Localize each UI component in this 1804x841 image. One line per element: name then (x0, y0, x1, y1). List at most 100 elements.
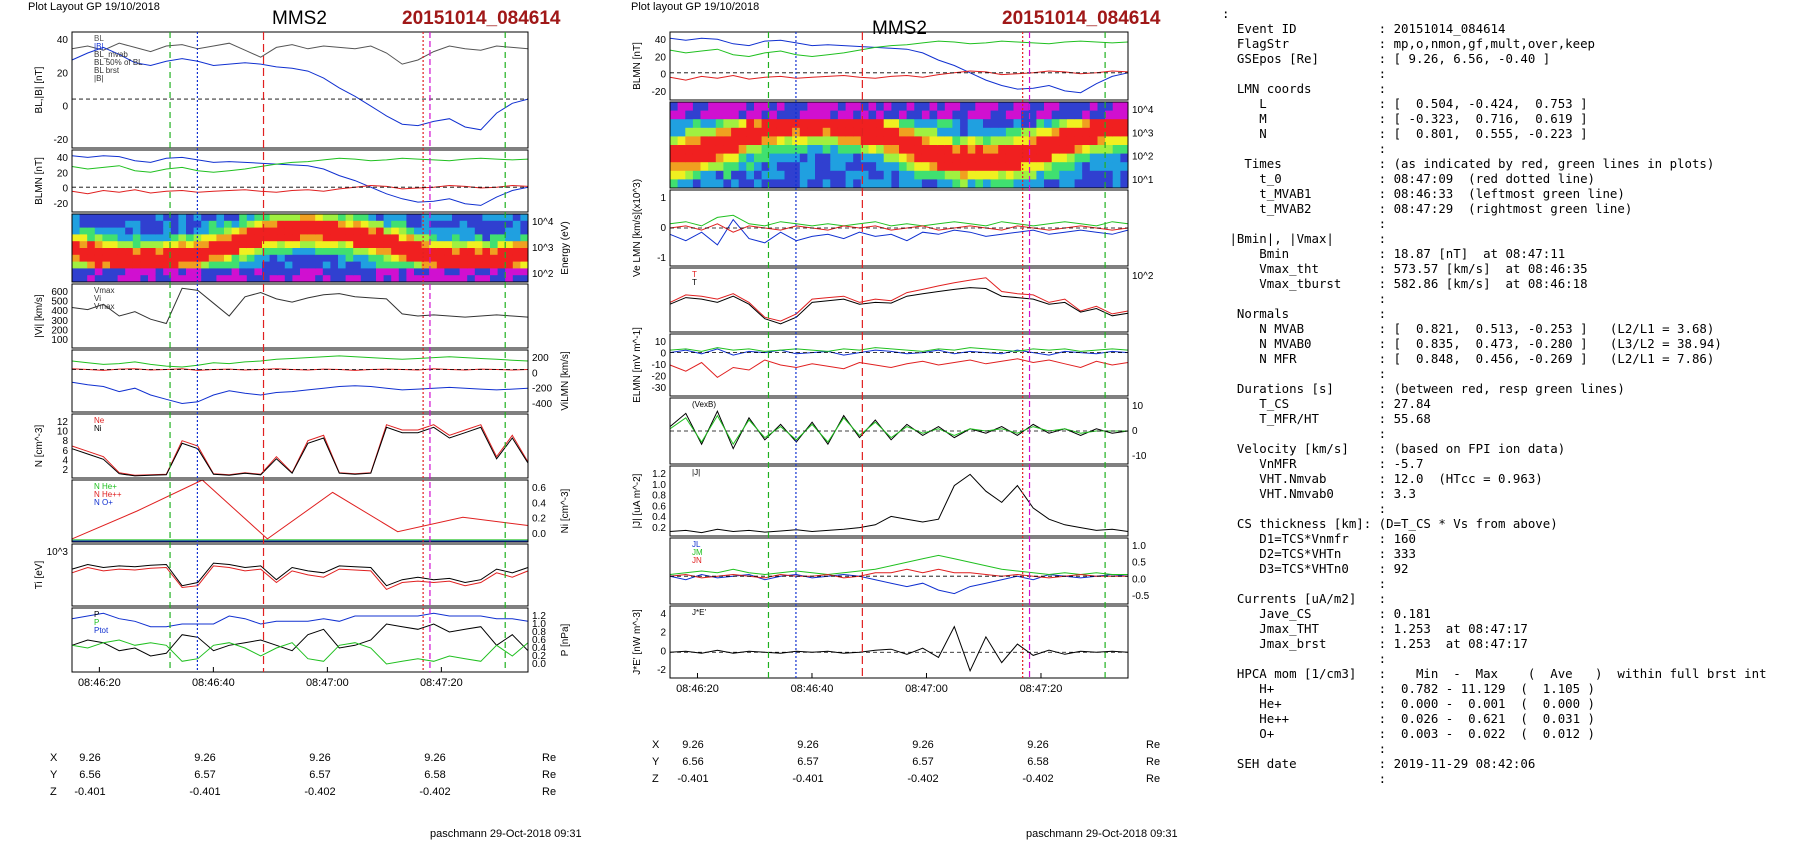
y-tick-label: 0.6 (532, 483, 546, 494)
spectrogram-cell (967, 127, 976, 137)
spectrogram-cell (239, 241, 248, 249)
spectrogram-cell (967, 145, 976, 155)
spectrogram-cell (102, 254, 111, 263)
spectrogram-cell (1044, 170, 1053, 180)
spectrogram-cell (1028, 145, 1037, 155)
spectrogram-cell (201, 227, 210, 235)
spectrogram-cell (262, 214, 271, 222)
spectrogram-cell (497, 268, 506, 276)
spectrogram-cell (1036, 179, 1045, 189)
spectrogram-cell (512, 220, 521, 229)
spectrogram-cell (398, 214, 407, 222)
spectrogram-cell (860, 119, 869, 129)
spectrogram-cell (830, 127, 839, 137)
spectrogram-cell (929, 136, 938, 146)
spectrogram-cell (398, 275, 407, 283)
spectrogram-cell (1066, 179, 1075, 189)
series-line-ti-perp (71, 565, 529, 591)
spectrogram-cell (883, 162, 892, 172)
spectrogram-cell (246, 220, 255, 229)
spectrogram-cell (1066, 119, 1075, 129)
spectrogram-cell (799, 162, 808, 172)
spectrogram-cell (677, 136, 686, 146)
y-tick-label: 0.4 (532, 643, 546, 654)
spectrogram-cell (94, 214, 103, 222)
spectrogram-cell (87, 261, 96, 269)
spectrogram-cell (807, 153, 816, 163)
y-tick-label: 10 (655, 337, 667, 348)
spectrogram-cell (868, 153, 877, 163)
spectrogram-cell (178, 214, 187, 222)
coord-value: 6.57 (912, 756, 934, 768)
spectrogram-cell (87, 268, 96, 276)
spectrogram-cell (246, 214, 255, 222)
spectrogram-cell (998, 170, 1007, 180)
spectrogram-cell (345, 241, 354, 249)
spectrogram-cell (132, 275, 141, 283)
spectrogram-cell (837, 136, 846, 146)
spectrogram-cell (490, 214, 499, 222)
spectrogram-cell (110, 268, 119, 276)
spectrogram-cell (186, 234, 195, 242)
spectrogram-cell (776, 162, 785, 172)
event-info-text: : Event ID : 20151014_084614 FlagStr : m… (1222, 6, 1767, 786)
y-tick-label: 0.6 (652, 501, 666, 512)
coord-unit: Re (542, 752, 557, 764)
spectrogram-cell (383, 220, 392, 229)
y-tick-label: 0 (532, 368, 538, 379)
spectrogram-cell (520, 234, 529, 242)
coord-value: 9.26 (424, 752, 446, 764)
spectrogram-cell (246, 234, 255, 242)
spectrogram-cell (330, 275, 339, 283)
spectrogram-cell (474, 227, 483, 235)
spectrogram-cell (677, 145, 686, 155)
panel-frame (669, 397, 1129, 465)
y-tick-label: 40 (57, 35, 69, 46)
spectrogram-cell (1112, 110, 1121, 120)
spectrogram-cell (853, 127, 862, 137)
spectrogram-cell (360, 241, 369, 249)
spectrogram-cell (292, 234, 301, 242)
spectrogram-cell (117, 275, 126, 283)
spectrogram-cell (520, 227, 529, 235)
spectrogram-cell (708, 145, 717, 155)
spectrogram-cell (914, 136, 923, 146)
spectrogram-cell (899, 110, 908, 120)
spectrogram-cell (983, 102, 992, 112)
series-line-bl (669, 37, 1129, 94)
spectrogram-cell (845, 179, 854, 189)
spectrogram-cell (815, 119, 824, 129)
spectrogram-cell (967, 162, 976, 172)
spectrogram-cell (723, 119, 732, 129)
series-line-te-par (669, 277, 1129, 322)
spectrogram-cell (338, 227, 347, 235)
spectrogram-cell (132, 220, 141, 229)
y-axis-label: ELMN [mV m^-1] (632, 327, 643, 403)
spectrogram-cell (700, 102, 709, 112)
spectrogram-cell (300, 214, 309, 222)
spectrogram-cell (1082, 179, 1091, 189)
legend-entry: JM (692, 548, 703, 557)
spectrogram-cell (967, 136, 976, 146)
panel-frame (669, 267, 1129, 333)
panel-left-3: 10^4 10^3 10^2 Energy (eV) (71, 213, 571, 283)
spectrogram-cell (1074, 136, 1083, 146)
spectrogram-cell (692, 145, 701, 155)
spectrogram-cell (1059, 162, 1068, 172)
spectrogram-cell (459, 261, 468, 269)
spectrogram-cell (110, 275, 119, 283)
spectrogram-cell (715, 162, 724, 172)
spectrogram-cell (497, 261, 506, 269)
spectrogram-cell (906, 145, 915, 155)
spectrogram-cell (224, 261, 233, 269)
spectrogram-cell (914, 145, 923, 155)
coord-value: 9.26 (682, 739, 704, 751)
series-line-em (669, 347, 1129, 352)
spectrogram-cell (140, 261, 149, 269)
spectrogram-cell (1059, 102, 1068, 112)
spectrogram-cell (497, 254, 506, 263)
spectrogram-cell (330, 261, 339, 269)
spectrogram-cell (117, 227, 126, 235)
spectrogram-cell (284, 214, 293, 222)
